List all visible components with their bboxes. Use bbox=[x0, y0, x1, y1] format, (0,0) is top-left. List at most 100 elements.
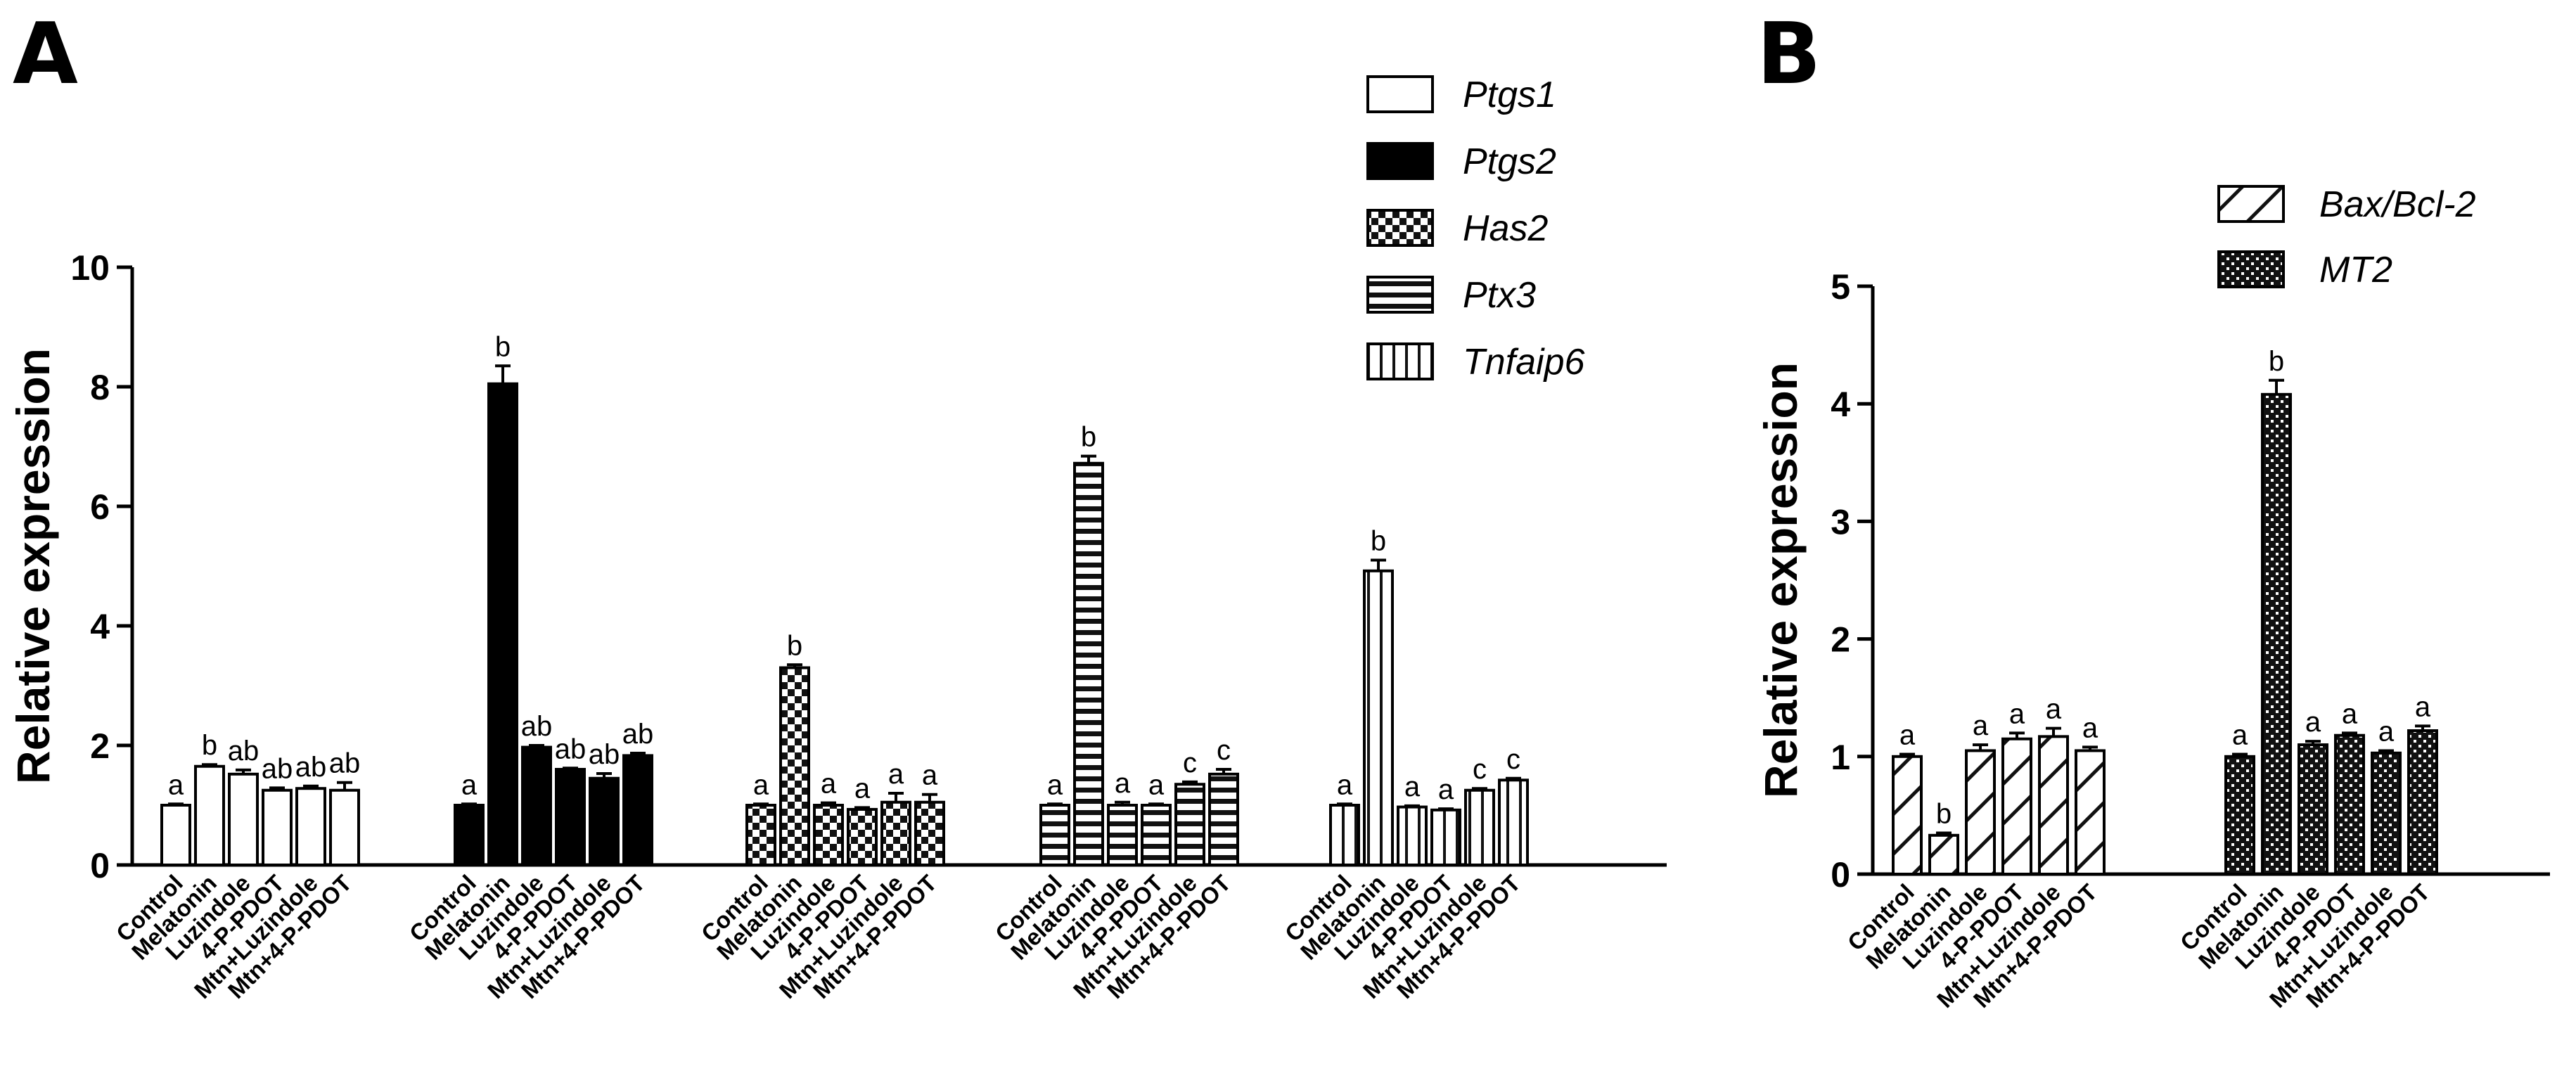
significance-letter: b bbox=[202, 730, 217, 761]
significance-letter: a bbox=[2415, 691, 2431, 722]
significance-letter: b bbox=[1081, 422, 1096, 453]
significance-letter: a bbox=[1404, 771, 1421, 802]
panel-b-label: B bbox=[1757, 6, 1821, 103]
significance-letter: a bbox=[1047, 769, 1063, 800]
bar-mt2 bbox=[2298, 743, 2328, 876]
significance-letter: a bbox=[2232, 719, 2248, 750]
bar-bax-bcl-2 bbox=[2001, 737, 2032, 876]
y-tick-label: 4 bbox=[1831, 385, 1850, 424]
significance-letter: ab bbox=[521, 711, 553, 742]
legend-swatch bbox=[2217, 185, 2285, 223]
legend-label: Bax/Bcl-2 bbox=[2319, 184, 2476, 225]
bar-has2 bbox=[880, 800, 911, 866]
y-axis-title: Relative expression bbox=[7, 348, 59, 784]
bar-tnfaip6 bbox=[1397, 805, 1428, 867]
significance-letter: a bbox=[922, 760, 938, 791]
bar-ptgs1 bbox=[329, 788, 360, 866]
legend-swatch bbox=[1366, 209, 1434, 247]
bar-bax-bcl-2 bbox=[1965, 749, 1996, 876]
legend-swatch bbox=[1366, 142, 1434, 180]
bar-has2 bbox=[847, 807, 878, 866]
significance-letter: ab bbox=[329, 748, 361, 779]
y-tick-label: 10 bbox=[70, 248, 110, 288]
bar-ptgs2 bbox=[487, 382, 518, 866]
bar-tnfaip6 bbox=[1498, 778, 1529, 867]
legend-swatch bbox=[1366, 342, 1434, 380]
bar-ptx3 bbox=[1073, 461, 1104, 866]
significance-letter: b bbox=[1371, 526, 1386, 557]
significance-letter: a bbox=[854, 773, 871, 804]
legend-label: Ptgs1 bbox=[1463, 75, 1556, 115]
panel-a-label: A bbox=[13, 6, 78, 103]
significance-letter: c bbox=[1217, 735, 1231, 766]
bar-ptgs2 bbox=[555, 768, 586, 866]
significance-letter: a bbox=[2046, 694, 2062, 725]
y-tick-label: 5 bbox=[1831, 267, 1850, 307]
y-tick-label: 8 bbox=[90, 368, 110, 407]
bar-has2 bbox=[813, 804, 844, 866]
bar-ptgs1 bbox=[160, 804, 191, 866]
significance-letter: ab bbox=[262, 753, 293, 784]
bar-tnfaip6 bbox=[1430, 808, 1461, 867]
bar-ptgs2 bbox=[622, 754, 653, 866]
bar-ptx3 bbox=[1174, 783, 1205, 866]
significance-letter: ab bbox=[622, 719, 654, 750]
legend-label: Has2 bbox=[1463, 208, 1548, 249]
significance-letter: b bbox=[1936, 798, 1952, 829]
y-tick-label: 2 bbox=[1831, 620, 1850, 660]
significance-letter: ab bbox=[589, 739, 620, 770]
y-tick-label: 4 bbox=[90, 607, 110, 646]
significance-letter: a bbox=[2305, 707, 2321, 738]
bar-ptgs2 bbox=[454, 804, 485, 866]
bar-ptgs1 bbox=[194, 764, 225, 866]
bar-ptgs2 bbox=[589, 776, 620, 866]
bar-tnfaip6 bbox=[1464, 788, 1495, 866]
bar-bax-bcl-2 bbox=[2075, 749, 2106, 876]
bar-has2 bbox=[745, 804, 776, 866]
y-tick-label: 0 bbox=[90, 846, 110, 885]
significance-letter: c bbox=[1183, 748, 1197, 778]
significance-letter: ab bbox=[555, 733, 587, 764]
bar-ptgs1 bbox=[295, 787, 326, 866]
significance-letter: a bbox=[1973, 710, 1989, 741]
y-tick-label: 0 bbox=[1831, 855, 1850, 895]
bar-mt2 bbox=[2371, 751, 2402, 876]
bar-mt2 bbox=[2261, 392, 2292, 876]
bar-bax-bcl-2 bbox=[1892, 755, 1923, 876]
significance-letter: c bbox=[1473, 754, 1487, 785]
legend-swatch bbox=[1366, 75, 1434, 113]
significance-letter: a bbox=[1899, 719, 1916, 750]
significance-letter: a bbox=[1148, 769, 1165, 800]
significance-letter: a bbox=[1115, 768, 1131, 799]
legend-label: Ptgs2 bbox=[1463, 141, 1556, 182]
bar-ptx3 bbox=[1039, 804, 1070, 866]
significance-letter: b bbox=[787, 630, 802, 661]
significance-letter: a bbox=[2009, 698, 2025, 729]
y-tick-label: 1 bbox=[1831, 738, 1850, 777]
legend-label: Tnfaip6 bbox=[1463, 342, 1585, 383]
bar-has2 bbox=[779, 666, 810, 866]
legend-swatch bbox=[2217, 250, 2285, 288]
significance-letter: a bbox=[753, 769, 769, 800]
significance-letter: b bbox=[495, 331, 511, 362]
significance-letter: b bbox=[2269, 346, 2284, 377]
bar-has2 bbox=[914, 800, 945, 866]
significance-letter: ab bbox=[295, 752, 327, 783]
bar-bax-bcl-2 bbox=[2038, 735, 2069, 876]
y-tick-label: 3 bbox=[1831, 502, 1850, 541]
significance-letter: a bbox=[888, 759, 904, 790]
legend-label: MT2 bbox=[2319, 250, 2392, 290]
bar-bax-bcl-2 bbox=[1928, 833, 1959, 876]
bar-ptx3 bbox=[1107, 804, 1138, 866]
bar-ptx3 bbox=[1141, 804, 1172, 866]
significance-letter: a bbox=[821, 769, 837, 800]
bar-ptgs1 bbox=[228, 772, 259, 867]
significance-letter: a bbox=[461, 769, 478, 800]
bar-mt2 bbox=[2407, 729, 2438, 876]
bar-ptx3 bbox=[1208, 772, 1239, 867]
bar-mt2 bbox=[2334, 733, 2365, 876]
bar-mt2 bbox=[2224, 755, 2255, 876]
significance-letter: a bbox=[1337, 769, 1353, 800]
